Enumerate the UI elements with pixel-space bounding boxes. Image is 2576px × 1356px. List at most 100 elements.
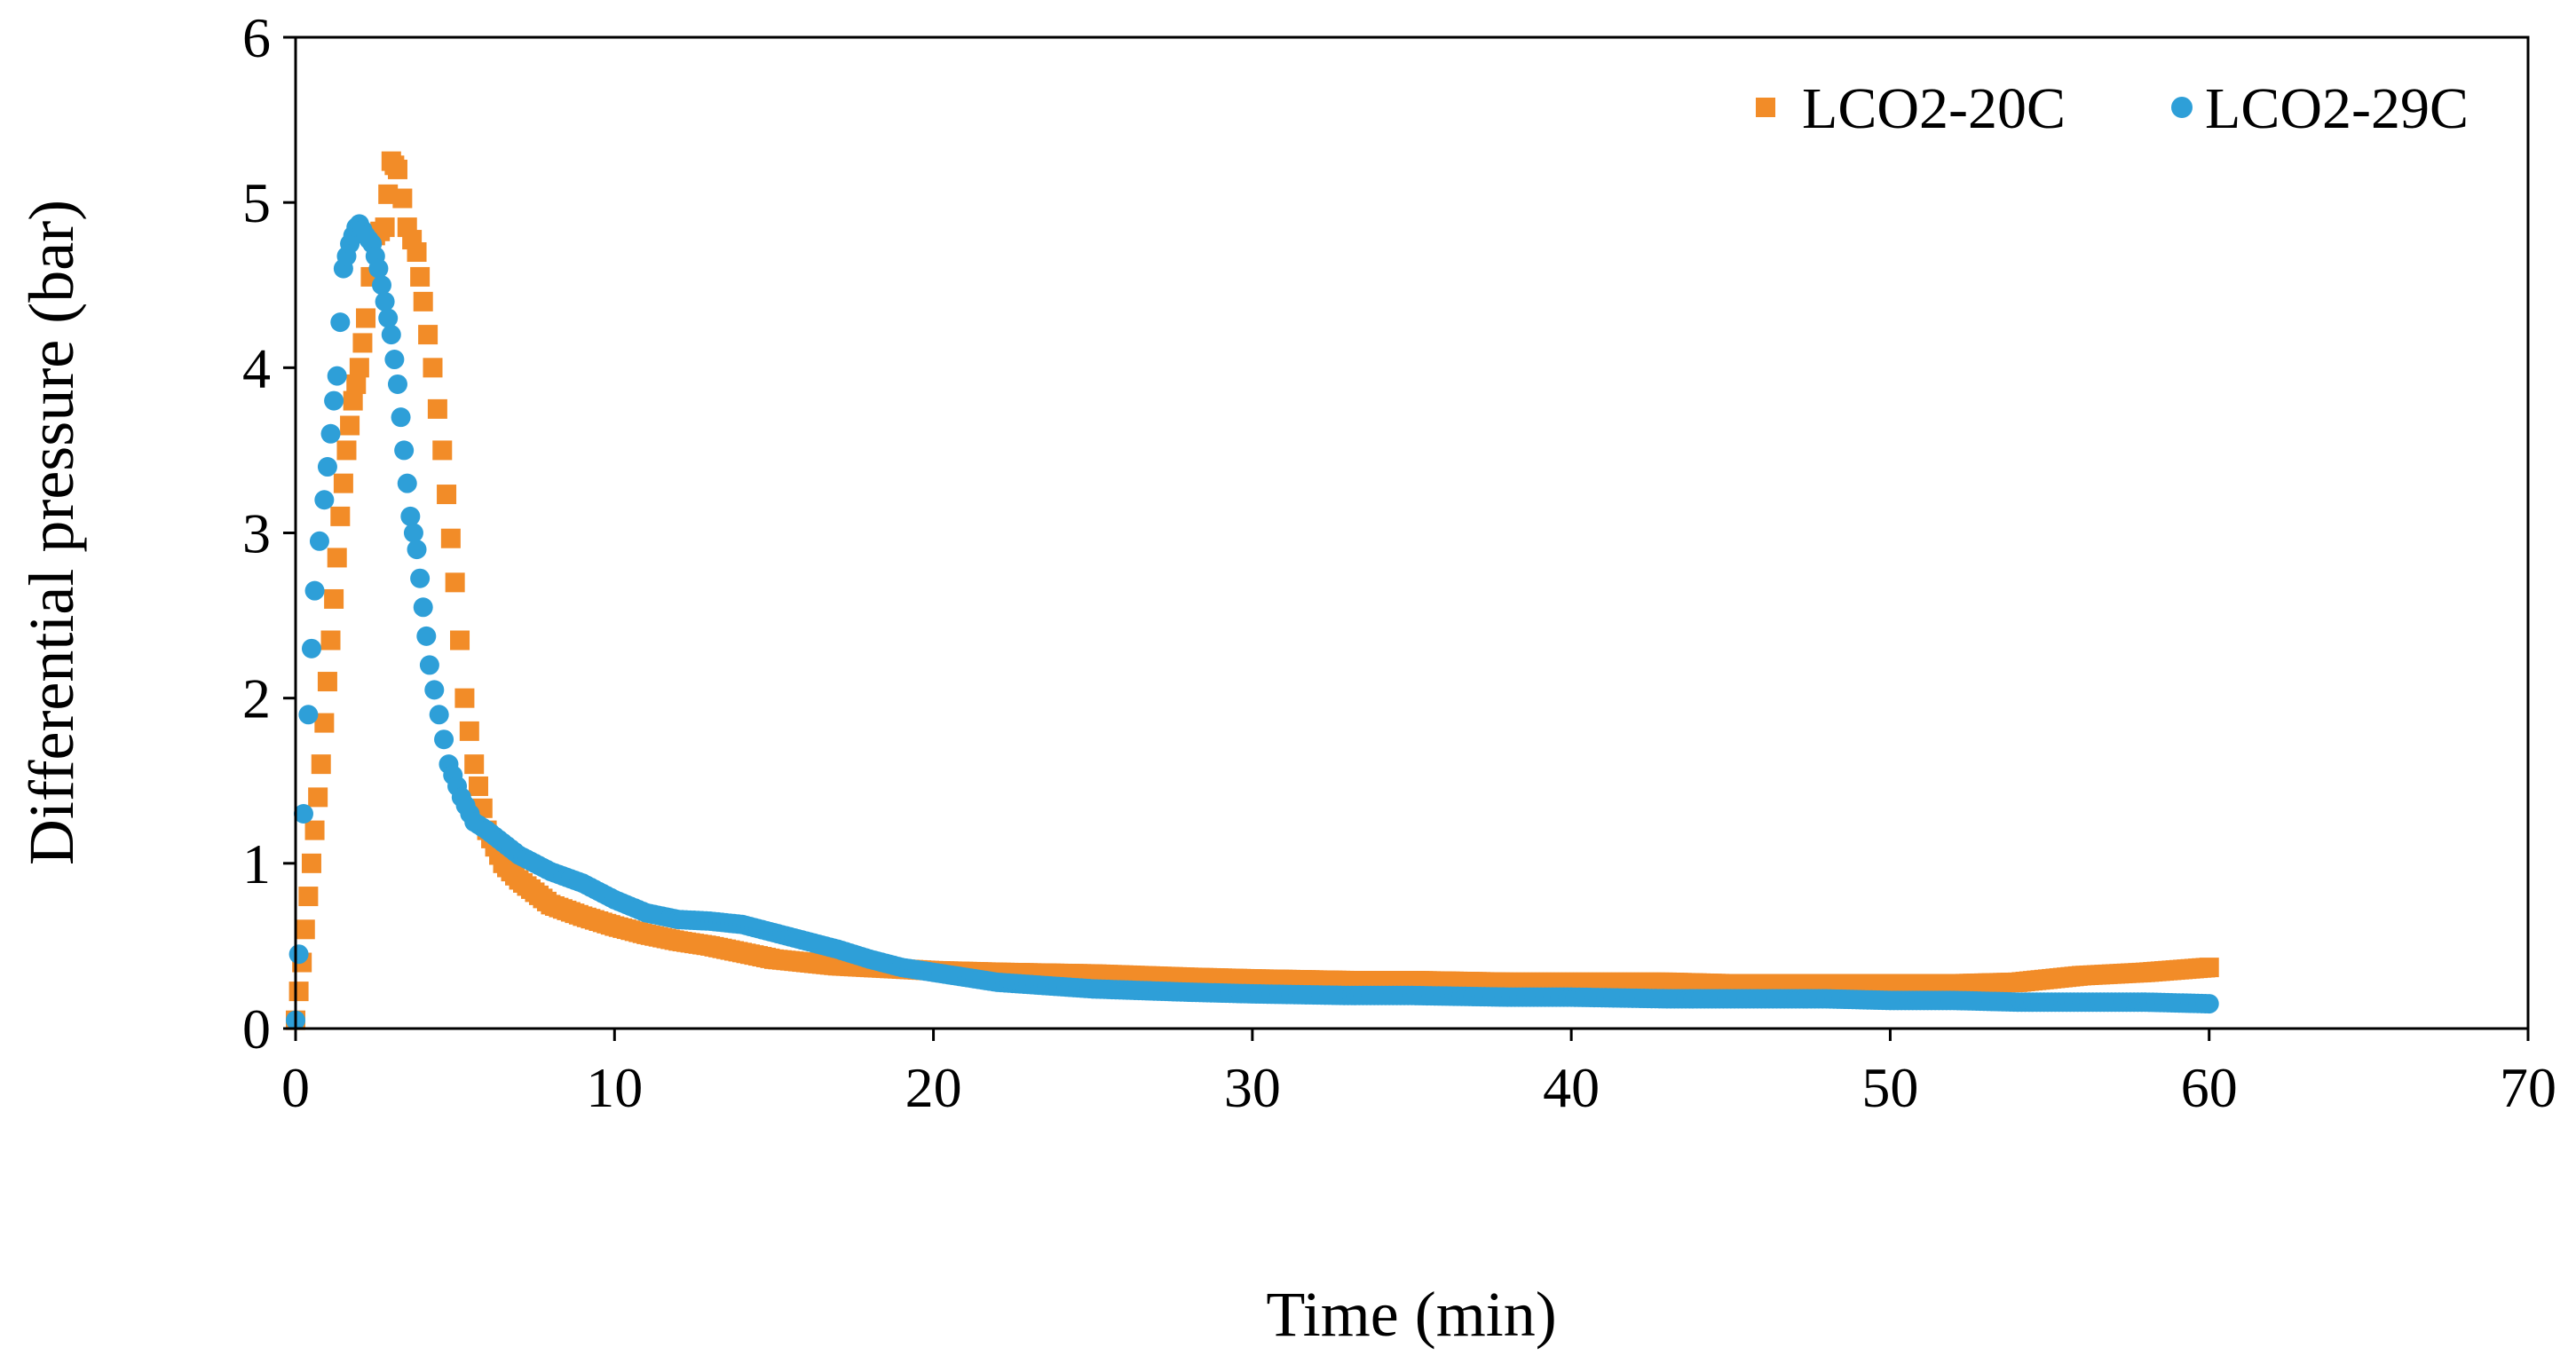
data-point — [413, 291, 433, 311]
data-point — [288, 982, 309, 1002]
data-point — [327, 548, 347, 568]
data-point — [309, 531, 329, 551]
data-point — [429, 705, 449, 725]
x-axis: 0 10 20 30 40 50 60 70 — [281, 1029, 2556, 1119]
data-point — [317, 672, 337, 692]
data-point — [2199, 958, 2219, 978]
data-point — [440, 528, 461, 548]
data-point — [336, 440, 357, 461]
data-point — [324, 390, 344, 411]
y-tick-label: 5 — [242, 171, 271, 234]
y-tick-label: 1 — [242, 832, 271, 895]
data-point — [317, 457, 337, 477]
data-point — [413, 597, 433, 618]
legend-marker-lco2-20c — [1756, 98, 1775, 117]
data-point — [324, 588, 344, 609]
data-point — [2199, 994, 2219, 1014]
x-tick-label: 30 — [1224, 1056, 1281, 1119]
data-point — [304, 820, 325, 840]
data-point — [295, 919, 315, 940]
data-point — [437, 485, 457, 505]
data-point — [298, 705, 319, 725]
data-point — [340, 415, 360, 436]
x-tick-label: 20 — [905, 1056, 962, 1119]
x-tick-label: 40 — [1543, 1056, 1600, 1119]
data-point — [384, 350, 405, 370]
data-point — [368, 258, 389, 279]
data-point — [349, 358, 369, 378]
data-point — [288, 944, 309, 965]
data-point — [391, 407, 411, 428]
data-point — [346, 374, 367, 394]
data-point — [352, 333, 373, 353]
data-point — [372, 275, 392, 296]
data-point — [410, 266, 431, 287]
data-point — [432, 440, 453, 461]
data-point — [394, 440, 415, 461]
data-point — [424, 680, 445, 700]
data-point — [418, 325, 439, 345]
data-point — [314, 490, 335, 510]
data-point — [423, 358, 443, 378]
x-axis-label: Time (min) — [1266, 1279, 1556, 1350]
series-layer — [286, 151, 2219, 1030]
y-tick-label: 2 — [242, 667, 271, 730]
data-point — [375, 291, 395, 311]
legend-marker-lco2-29c — [2171, 97, 2193, 118]
x-tick-label: 70 — [2500, 1056, 2556, 1119]
x-tick-label: 10 — [586, 1056, 643, 1119]
data-point — [419, 655, 439, 675]
data-point — [304, 580, 325, 601]
data-point — [416, 626, 437, 646]
data-point — [410, 568, 431, 588]
x-tick-label: 60 — [2181, 1056, 2238, 1119]
data-point — [464, 754, 485, 775]
data-point — [459, 721, 479, 741]
data-point — [298, 887, 319, 907]
data-point — [400, 506, 421, 526]
data-point — [387, 374, 407, 394]
data-point — [454, 688, 475, 708]
data-point — [320, 630, 341, 650]
data-point — [293, 803, 313, 824]
x-tick-label: 0 — [281, 1056, 310, 1119]
data-point — [434, 729, 454, 750]
y-tick-label: 3 — [242, 502, 271, 565]
legend-label-lco2-20c: LCO2-20C — [1802, 76, 2066, 141]
y-axis-label: Differential pressure (bar) — [16, 200, 87, 865]
data-point — [330, 312, 351, 333]
data-point — [450, 630, 470, 650]
data-point — [308, 787, 328, 808]
data-point — [343, 390, 363, 411]
data-point — [381, 325, 401, 345]
legend: LCO2-20C LCO2-29C — [1756, 76, 2469, 141]
series-lco2-29c — [286, 214, 2219, 1030]
data-point — [403, 523, 423, 543]
data-point — [356, 308, 376, 328]
data-point — [333, 473, 353, 493]
data-point — [445, 572, 465, 593]
data-point — [301, 853, 321, 873]
data-point — [407, 540, 427, 560]
data-point — [320, 423, 341, 444]
data-point — [427, 398, 447, 419]
data-point — [311, 754, 331, 775]
legend-label-lco2-29c: LCO2-29C — [2205, 76, 2469, 141]
x-tick-label: 50 — [1861, 1056, 1918, 1119]
data-point — [378, 308, 399, 328]
data-point — [330, 506, 351, 526]
data-point — [397, 473, 417, 493]
data-point — [327, 366, 347, 386]
y-axis: 0 1 2 3 4 5 6 — [242, 6, 296, 1060]
y-tick-label: 0 — [242, 997, 271, 1060]
data-point — [375, 217, 395, 238]
data-point — [468, 776, 488, 796]
data-point — [301, 638, 321, 658]
data-point — [387, 159, 407, 179]
y-tick-label: 6 — [242, 6, 271, 69]
data-point — [407, 242, 427, 263]
data-point — [314, 713, 335, 733]
y-tick-label: 4 — [242, 336, 271, 399]
data-point — [392, 188, 413, 209]
